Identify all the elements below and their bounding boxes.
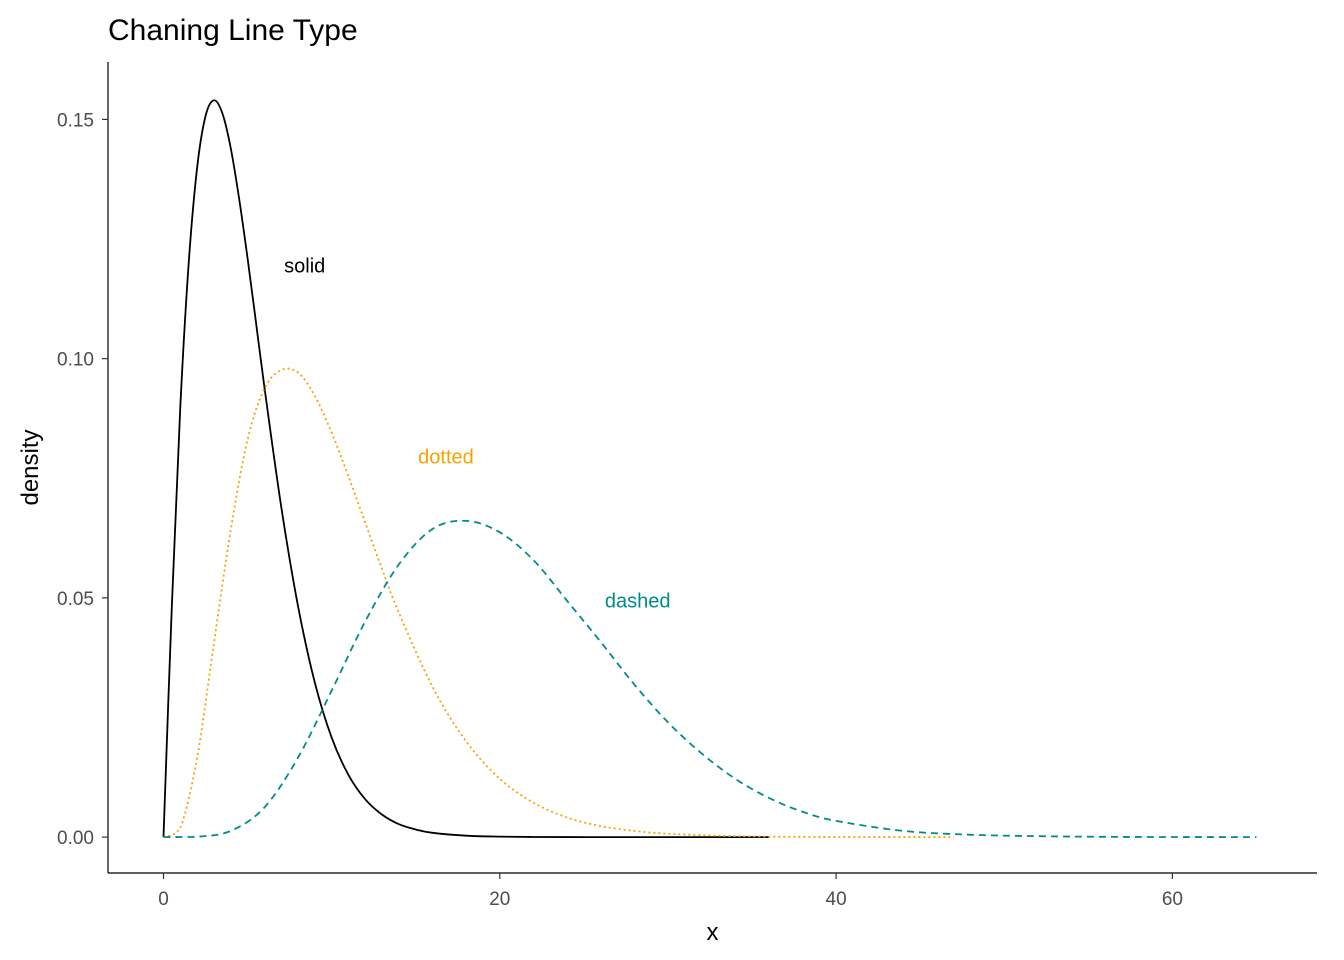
annotation-label-dotted: dotted <box>418 447 474 469</box>
y-tick-label: 0.05 <box>57 589 94 610</box>
axes-layer: 0 20 40 60 0.00 0.05 0.10 0.15 <box>57 62 1317 910</box>
x-axis-title: x <box>707 919 719 946</box>
y-tick-label: 0.00 <box>57 828 94 849</box>
x-axis-ticks: 0 20 40 60 <box>158 873 1183 910</box>
series-line-solid <box>162 99 769 839</box>
y-tick-label: 0.15 <box>57 110 94 131</box>
y-axis-ticks: 0.00 0.05 0.10 0.15 <box>57 110 108 849</box>
chart-title: Chaning Line Type <box>108 14 358 47</box>
series-line-dashed <box>163 519 1257 839</box>
series-line-dotted <box>163 367 954 839</box>
series-layer <box>162 99 1257 839</box>
annotation-label-solid: solid <box>284 255 325 277</box>
x-tick-label: 60 <box>1162 889 1183 910</box>
y-tick-label: 0.10 <box>57 350 94 371</box>
x-tick-label: 0 <box>158 889 169 910</box>
plot-area: solid dotted dashed <box>162 99 1257 839</box>
x-tick-label: 40 <box>826 889 847 910</box>
annotation-label-dashed: dashed <box>605 590 671 612</box>
x-tick-label: 20 <box>489 889 510 910</box>
y-axis-title: density <box>17 429 44 505</box>
annotation-layer: solid dotted dashed <box>284 255 670 612</box>
